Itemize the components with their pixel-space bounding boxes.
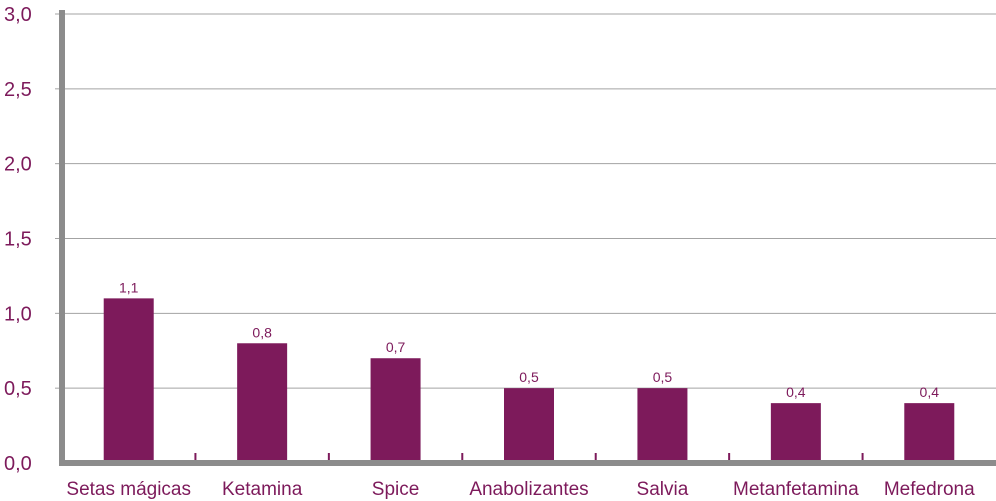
category-label-4: Salvia — [637, 479, 689, 500]
data-label-5: 0,4 — [786, 384, 806, 400]
axes-group — [59, 10, 996, 466]
grid-lines — [55, 13, 996, 389]
bar-1 — [237, 343, 288, 463]
y-tick-label-0: 0,0 — [4, 453, 32, 475]
y-tick-label-1: 0,5 — [4, 378, 32, 400]
category-label-3: Anabolizantes — [469, 479, 588, 500]
y-tick-label-4: 2,0 — [4, 154, 32, 176]
bar-4 — [637, 388, 688, 463]
category-label-0: Setas mágicas — [66, 479, 191, 500]
category-label-2: Spice — [372, 479, 420, 500]
bar-5 — [770, 403, 821, 463]
labels-group: 0,0 0,5 1,0 1,5 2,0 2,5 3,0 1,1 Setas mágicas 0,8… — [4, 4, 975, 500]
y-tick-label-2: 1,0 — [4, 303, 32, 325]
data-label-2: 0,7 — [386, 339, 406, 355]
data-label-3: 0,5 — [519, 369, 539, 385]
y-tick-label-5: 2,5 — [4, 79, 32, 101]
y-tick-label-6: 3,0 — [4, 4, 32, 26]
category-label-1: Ketamina — [222, 479, 303, 500]
bar-2 — [370, 358, 421, 463]
data-label-1: 0,8 — [252, 324, 272, 340]
bar-6 — [904, 403, 955, 463]
bar-0 — [103, 298, 154, 463]
data-label-0: 1,1 — [119, 279, 139, 295]
bars-group — [103, 298, 955, 463]
y-tick-label-3: 1,5 — [4, 229, 32, 251]
data-label-4: 0,5 — [653, 369, 673, 385]
category-label-5: Metanfetamina — [733, 479, 859, 500]
bar-3 — [504, 388, 554, 463]
data-label-6: 0,4 — [920, 384, 940, 400]
category-label-6: Mefedrona — [884, 479, 975, 500]
